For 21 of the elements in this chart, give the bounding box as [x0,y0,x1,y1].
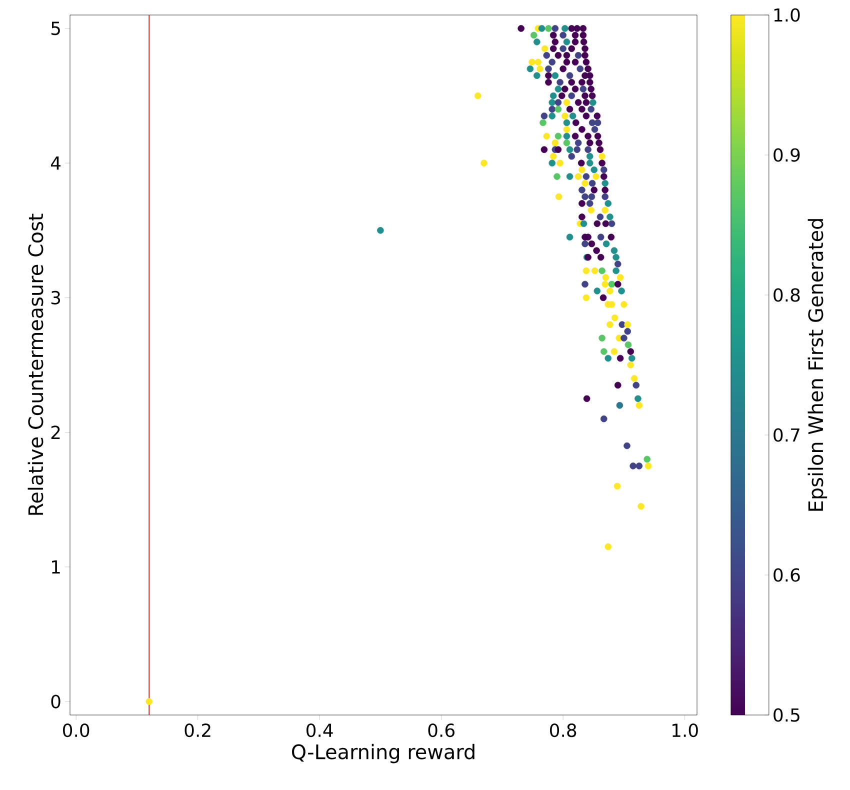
y-tick-label: 2 [51,426,60,439]
color-bar-title: Epsilon When First Generated [808,219,828,511]
y-tick-label: 1 [52,560,60,574]
y-axis-title: Relative Countermeasure Cost [28,214,44,515]
y-tick-label: 5 [51,22,60,36]
color-bar-label: 0.7 [774,428,800,442]
y-tick-label: 4 [50,156,60,170]
x-tick-label: 0.8 [550,724,576,738]
x-axis-title: Q-Learning reward [292,744,474,764]
x-tick-label: 0.2 [184,724,210,738]
y-tick-label: 3 [51,290,60,304]
x-tick-label: 0.6 [428,724,454,738]
y-tick-label: 0 [51,694,60,708]
color-bar-label: 0.9 [774,148,800,162]
color-bar-label: 0.6 [774,568,800,582]
x-tick-label: 0.0 [63,724,90,738]
color-bar-label: 1.0 [774,8,800,22]
color-bar-label: 0.8 [774,288,800,302]
x-tick-label: 1.0 [672,724,698,738]
color-bar-label: 0.5 [774,708,800,722]
x-tick-label: 0.4 [306,724,333,738]
